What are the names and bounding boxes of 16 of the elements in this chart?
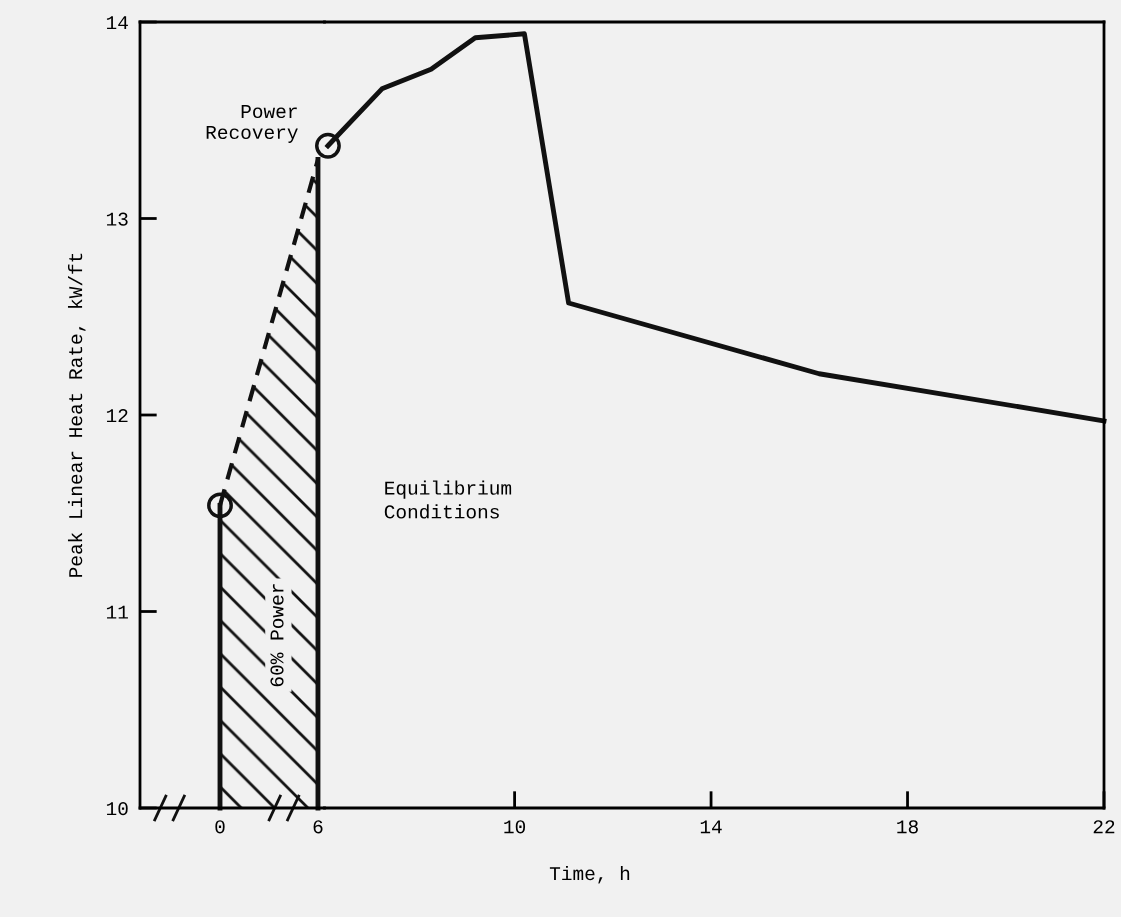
x-tick-label: 10 — [504, 820, 526, 834]
y-tick-label: 13 — [106, 212, 128, 226]
y-axis-title: Peak Linear Heat Rate, kW/ft — [67, 253, 86, 577]
x-tick-label: 0 — [215, 820, 225, 834]
x-tick-label: 14 — [700, 820, 722, 834]
annotation: Equilibrium Conditions — [384, 480, 512, 519]
x-tick-label: 22 — [1093, 820, 1115, 834]
annotation: 60% Power — [270, 584, 284, 687]
x-tick-label: 18 — [897, 820, 918, 834]
annotation: Power Recovery — [206, 105, 298, 143]
y-tick-label: 12 — [106, 409, 128, 423]
y-tick-label: 14 — [106, 16, 128, 30]
y-tick-label: 10 — [106, 802, 128, 816]
x-tick-label: 6 — [313, 820, 323, 834]
x-axis-title: Time, h — [549, 865, 630, 884]
y-tick-label: 11 — [106, 605, 128, 619]
